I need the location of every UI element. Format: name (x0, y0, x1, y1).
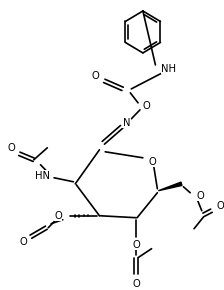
Text: O: O (143, 101, 151, 111)
Text: O: O (132, 240, 140, 250)
Text: O: O (8, 143, 15, 153)
Text: O: O (149, 157, 156, 167)
Text: O: O (132, 279, 140, 289)
Text: O: O (216, 201, 224, 211)
Text: O: O (92, 71, 99, 81)
Text: N: N (123, 118, 130, 128)
Text: O: O (54, 211, 62, 221)
Text: HN: HN (35, 171, 50, 181)
Polygon shape (158, 182, 182, 191)
Text: O: O (19, 237, 27, 247)
Text: O: O (197, 191, 205, 201)
Text: NH: NH (161, 64, 176, 74)
